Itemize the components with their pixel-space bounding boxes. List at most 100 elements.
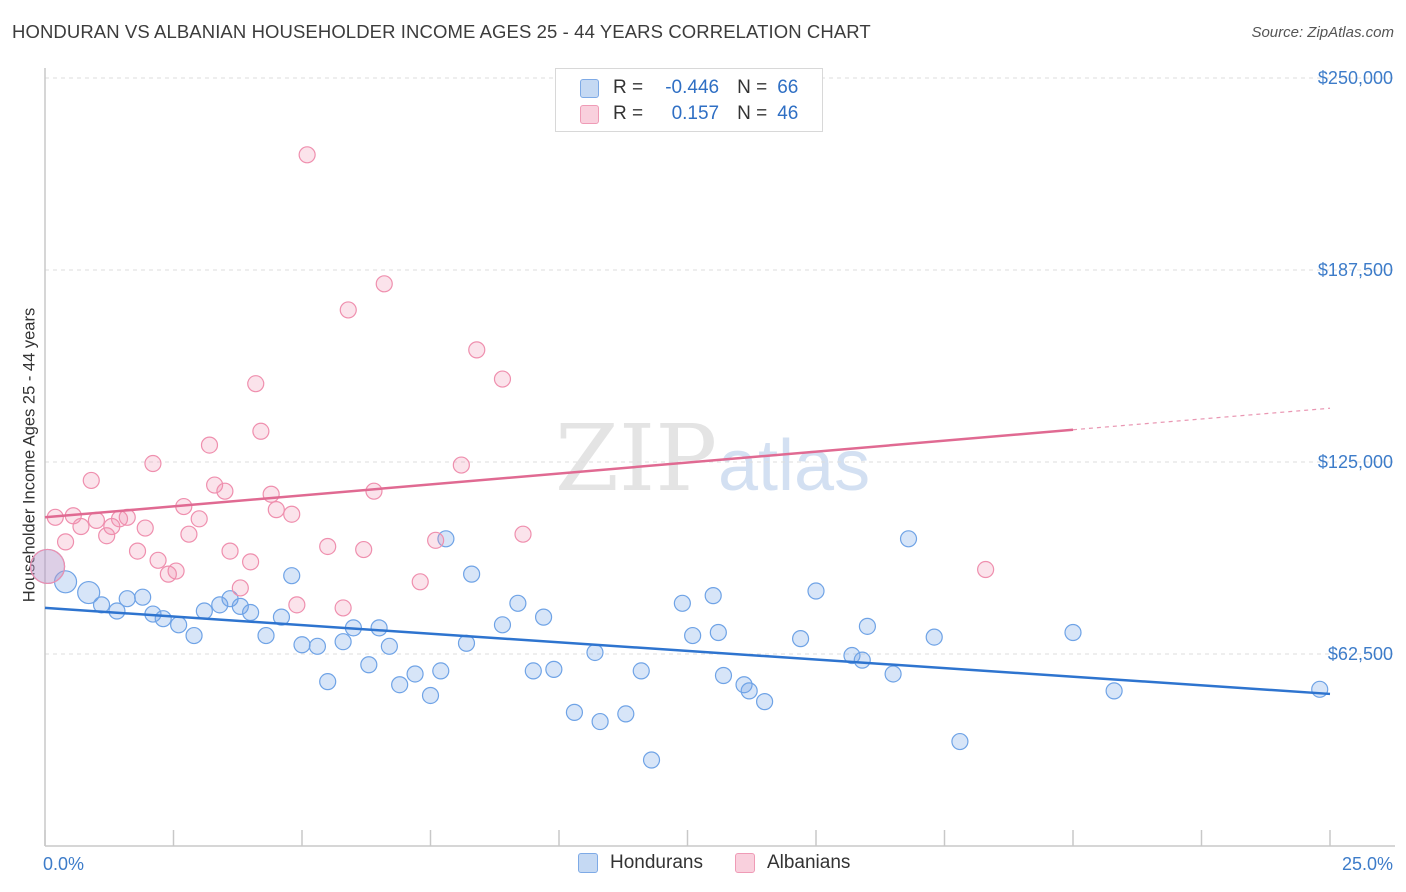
albanian-point <box>180 525 198 543</box>
trend-line-albanians <box>44 428 1074 519</box>
honduran-point <box>170 616 188 634</box>
legend-r-label: R = <box>613 77 644 98</box>
albanian-point <box>411 573 429 591</box>
albanian-point <box>190 510 208 528</box>
albanian-point <box>144 454 162 473</box>
albanian-point <box>283 505 301 523</box>
honduran-point <box>185 626 203 645</box>
albanian-point <box>334 599 352 617</box>
honduran-point <box>925 628 943 646</box>
legend-r-value: 0.157 <box>671 103 720 124</box>
legend-swatch-albanians <box>734 853 755 873</box>
honduran-point <box>843 646 861 665</box>
honduran-point <box>319 673 337 691</box>
watermark-atlas: atlas <box>718 426 870 506</box>
honduran-point <box>858 617 877 635</box>
albanian-point <box>87 511 106 529</box>
albanian-point <box>242 553 260 571</box>
honduran-point <box>545 660 563 678</box>
honduran-point <box>257 626 275 645</box>
honduran-point <box>807 582 825 600</box>
honduran-point <box>334 633 352 651</box>
axes <box>44 68 1395 847</box>
legend-label-albanians: Albanians <box>766 852 851 873</box>
legend-row-albanians: R = 0.157 N = 46 <box>580 102 798 126</box>
honduran-point <box>755 693 774 711</box>
honduran-point <box>714 666 733 685</box>
albanian-point <box>231 579 249 597</box>
honduran-point <box>432 662 450 680</box>
honduran-point <box>791 630 810 648</box>
series-albanians <box>29 146 995 617</box>
chart-title: HONDURAN VS ALBANIAN HOUSEHOLDER INCOME … <box>12 21 871 42</box>
legend-label-hondurans: Hondurans <box>610 852 703 873</box>
honduran-point <box>740 682 758 700</box>
albanian-point <box>514 525 532 543</box>
albanian-point <box>82 471 100 490</box>
albanian-point <box>29 548 66 585</box>
albanian-point <box>72 517 90 536</box>
albanian-point <box>247 375 265 393</box>
albanian-point <box>375 275 393 293</box>
albanian-point <box>56 533 75 551</box>
albanian-point <box>468 341 486 359</box>
honduran-point <box>308 637 327 655</box>
honduran-point <box>293 636 311 654</box>
albanian-point <box>365 482 383 500</box>
honduran-point <box>709 623 727 642</box>
honduran-point <box>884 665 902 683</box>
honduran-point <box>524 662 542 680</box>
albanian-point <box>452 456 470 474</box>
honduran-point <box>1311 680 1329 698</box>
y-tick-label: $250,000 <box>1318 68 1393 88</box>
honduran-point <box>242 603 260 622</box>
legend-n-label: N = <box>737 77 768 98</box>
honduran-point <box>591 712 609 731</box>
honduran-point <box>1105 682 1123 700</box>
honduran-point <box>370 619 388 637</box>
albanian-point <box>355 540 373 559</box>
legend-swatch-hondurans <box>580 78 599 98</box>
honduran-point <box>360 656 378 674</box>
legend-r-label: R = <box>613 103 644 124</box>
albanian-point <box>288 596 306 614</box>
y-tick-label: $187,500 <box>1318 260 1393 280</box>
honduran-point <box>853 651 871 669</box>
albanian-point <box>319 537 337 556</box>
legend-item-albanians: Albanians <box>734 852 851 874</box>
trend-lines <box>44 407 1331 696</box>
albanian-point <box>167 562 185 580</box>
albanian-point <box>206 476 224 494</box>
correlation-legend: R = -0.446 N = 66 R = 0.157 N = 46 <box>555 68 823 132</box>
honduran-point <box>134 588 152 606</box>
legend-item-hondurans: Hondurans <box>578 852 703 874</box>
albanian-point <box>200 436 219 454</box>
albanian-point <box>262 485 280 503</box>
honduran-point <box>586 643 604 662</box>
y-tick-label: $125,000 <box>1318 452 1393 472</box>
honduran-point <box>509 594 527 612</box>
honduran-point <box>195 602 213 620</box>
source-label: Source: ZipAtlas.com <box>1251 24 1394 41</box>
albanian-point <box>252 422 270 440</box>
trend-extension-albanians <box>1072 407 1331 431</box>
albanian-point <box>427 531 445 549</box>
albanian-point <box>136 519 154 537</box>
legend-r-value: -0.446 <box>665 77 720 98</box>
legend-swatch-hondurans <box>578 853 598 873</box>
legend-n-value: 66 <box>777 77 799 98</box>
albanian-point <box>298 146 316 164</box>
honduran-point <box>380 637 398 655</box>
honduran-point <box>617 705 635 723</box>
honduran-point <box>391 676 409 694</box>
honduran-point <box>231 597 249 615</box>
honduran-point <box>154 610 172 628</box>
watermark-zip: ZIP <box>555 405 717 512</box>
albanian-point <box>216 482 234 500</box>
honduran-point <box>211 596 229 614</box>
honduran-point <box>283 567 301 585</box>
honduran-point <box>421 686 440 705</box>
albanian-point <box>267 501 285 519</box>
albanian-point <box>493 370 512 388</box>
